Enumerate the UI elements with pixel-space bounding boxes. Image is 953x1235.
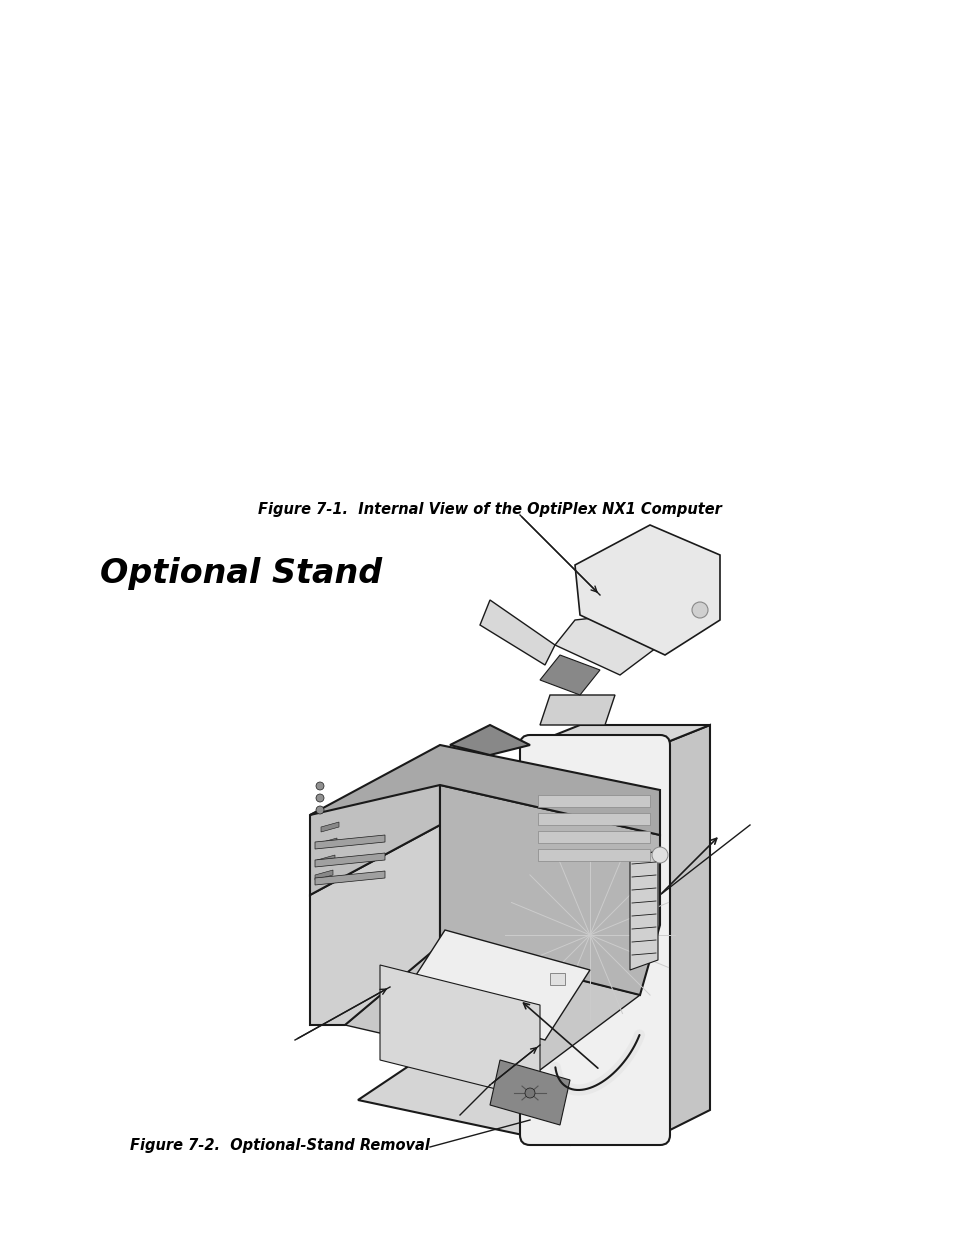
Circle shape bbox=[524, 1088, 535, 1098]
Polygon shape bbox=[439, 785, 659, 995]
Polygon shape bbox=[539, 655, 599, 695]
Polygon shape bbox=[537, 813, 649, 825]
Polygon shape bbox=[539, 695, 615, 725]
Polygon shape bbox=[310, 825, 439, 1025]
Text: Optional Stand: Optional Stand bbox=[100, 557, 382, 590]
Polygon shape bbox=[310, 755, 439, 895]
Text: Figure 7-1.  Internal View of the OptiPlex NX1 Computer: Figure 7-1. Internal View of the OptiPle… bbox=[257, 501, 721, 517]
Polygon shape bbox=[399, 930, 589, 1040]
Polygon shape bbox=[490, 1060, 569, 1125]
Polygon shape bbox=[379, 965, 539, 1100]
Polygon shape bbox=[450, 725, 530, 755]
Polygon shape bbox=[316, 855, 335, 864]
Polygon shape bbox=[320, 823, 338, 832]
Circle shape bbox=[651, 847, 667, 863]
Circle shape bbox=[315, 782, 324, 790]
Polygon shape bbox=[555, 615, 659, 676]
FancyBboxPatch shape bbox=[519, 735, 669, 1145]
Circle shape bbox=[691, 601, 707, 618]
Polygon shape bbox=[357, 1025, 659, 1145]
Text: Figure 7-2.  Optional-Stand Removal: Figure 7-2. Optional-Stand Removal bbox=[130, 1137, 430, 1153]
Polygon shape bbox=[575, 525, 720, 655]
Polygon shape bbox=[314, 871, 385, 885]
Polygon shape bbox=[659, 725, 709, 1135]
Polygon shape bbox=[537, 831, 649, 844]
Polygon shape bbox=[318, 839, 336, 848]
Polygon shape bbox=[479, 600, 555, 664]
Polygon shape bbox=[310, 745, 659, 835]
Polygon shape bbox=[537, 795, 649, 806]
Bar bbox=[550, 973, 564, 986]
Polygon shape bbox=[314, 835, 385, 848]
Polygon shape bbox=[345, 945, 639, 1070]
Circle shape bbox=[315, 806, 324, 814]
Polygon shape bbox=[530, 745, 659, 1135]
Polygon shape bbox=[314, 853, 385, 867]
Circle shape bbox=[315, 794, 324, 802]
Polygon shape bbox=[530, 725, 709, 745]
Polygon shape bbox=[314, 869, 333, 881]
Polygon shape bbox=[537, 848, 649, 861]
Polygon shape bbox=[629, 850, 658, 969]
